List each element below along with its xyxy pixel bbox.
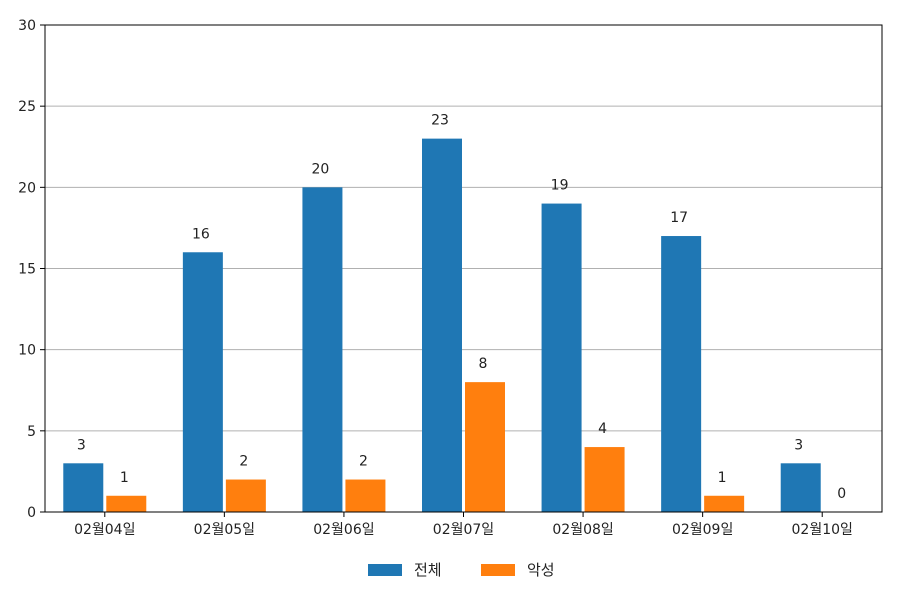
bar-total: [302, 187, 343, 513]
bar-malicious: [225, 479, 266, 512]
bar-value-label: 19: [551, 178, 569, 194]
bar-malicious: [584, 447, 625, 512]
legend-swatch: [368, 564, 402, 576]
bar-value-label: 3: [77, 437, 86, 453]
bar-malicious: [106, 495, 147, 512]
y-tick-label: 30: [18, 18, 36, 34]
x-tick-label: 02월10일: [792, 522, 853, 538]
y-axis: 0 5 10 15 20 25 30: [18, 18, 45, 521]
legend-swatch: [481, 564, 515, 576]
x-tick-label: 02월06일: [313, 522, 374, 538]
x-axis: 02월04일 02월05일 02월06일 02월07일 02월08일 02월09일 02월1…: [74, 512, 853, 538]
x-tick-label: 02월09일: [672, 522, 733, 538]
bar-value-label: 2: [359, 454, 368, 470]
bar-total: [182, 252, 223, 512]
x-tick-label: 02월08일: [552, 522, 613, 538]
bar-value-label: 1: [120, 470, 129, 486]
y-tick-label: 5: [27, 424, 36, 440]
bar-malicious: [465, 382, 505, 512]
bar-malicious: [704, 495, 745, 512]
bars: [63, 138, 821, 513]
bar-malicious: [345, 479, 386, 512]
bar-total: [541, 203, 582, 513]
gridlines: [45, 105, 882, 432]
bar-total: [63, 463, 104, 512]
bar-value-label: 4: [598, 421, 607, 437]
bar-value-label: 8: [479, 356, 488, 372]
y-tick-label: 20: [18, 180, 36, 196]
bar-value-label: 3: [794, 437, 803, 453]
bar-value-label: 0: [837, 486, 846, 502]
x-tick-label: 02월07일: [433, 522, 494, 538]
legend: 전체 악성: [368, 561, 555, 579]
bar-value-label: 23: [431, 113, 449, 129]
x-tick-label: 02월05일: [194, 522, 255, 538]
x-tick-label: 02월04일: [74, 522, 135, 538]
y-tick-label: 15: [18, 262, 36, 278]
bar-total: [422, 138, 462, 512]
legend-label: 전체: [414, 561, 442, 579]
bar-value-label: 16: [192, 226, 210, 242]
bar-value-label: 17: [670, 210, 688, 226]
y-tick-label: 0: [27, 505, 36, 521]
legend-label: 악성: [527, 561, 555, 579]
bar-total: [661, 236, 702, 513]
bar-total: [780, 463, 821, 512]
bar-value-label: 2: [239, 454, 248, 470]
y-tick-label: 25: [18, 99, 36, 115]
bar-value-label: 1: [718, 470, 727, 486]
data-labels: 3 1 16 2 20 2 23 8 19 4 17 1 3 0: [77, 113, 846, 502]
y-tick-label: 10: [18, 343, 36, 359]
bar-value-label: 20: [312, 161, 330, 177]
